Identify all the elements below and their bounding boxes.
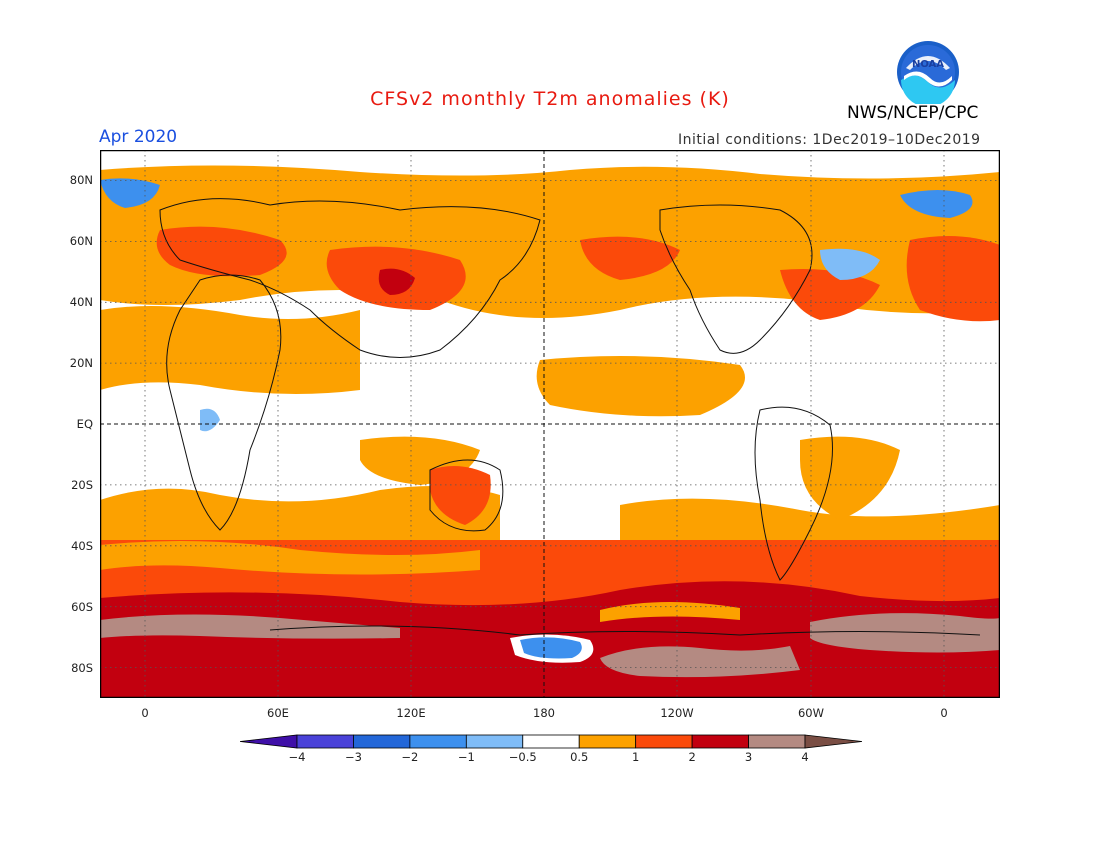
australia-red (430, 466, 491, 525)
lon-label-60e: 60E (267, 706, 289, 720)
colorbar-tick-label: −1 (458, 750, 475, 764)
lon-label-60w: 60W (797, 706, 824, 720)
north-atlantic-red (780, 269, 880, 320)
greenland-blue (900, 190, 973, 218)
atlantic-light-blue (820, 248, 880, 280)
colorbar-left-arrow (240, 734, 298, 749)
north-america-coast (659, 204, 813, 354)
colorbar-tick-label: 4 (801, 750, 808, 764)
south-pacific-orange (620, 498, 1000, 540)
lon-label-0-east: 0 (940, 706, 948, 720)
colorbar-tick-label: 0.5 (570, 750, 588, 764)
eurasia-coast (159, 198, 541, 358)
colorbar-tick-label: 3 (745, 750, 752, 764)
logo-text: NOAA (912, 59, 944, 70)
southern-orange-band-2 (100, 541, 480, 575)
colorbar-box (635, 734, 693, 749)
cold-anomaly-core (520, 637, 582, 659)
colorbar-box (409, 734, 467, 749)
africa-coast (166, 274, 282, 531)
map-title: CFSv2 monthly T2m anomalies (K) (0, 88, 1100, 110)
alaska-red (580, 236, 680, 280)
colorbar-box (353, 734, 411, 749)
south-america-orange (800, 436, 900, 520)
central-pacific-orange (536, 356, 745, 417)
anomaly-brown-1 (100, 614, 400, 639)
gridlines (100, 150, 1000, 698)
org-label: NWS/NCEP/CPC (847, 103, 979, 123)
lon-label-180: 180 (533, 706, 555, 720)
antarctica-coast (269, 625, 981, 636)
colorbar-box (465, 734, 524, 749)
anomaly-brown-2 (810, 613, 1000, 653)
europe-red (156, 226, 287, 277)
africa-light-blue (200, 408, 220, 432)
lat-label-20s: 20S (71, 478, 93, 492)
colorbar-tick-label: −3 (345, 750, 362, 764)
lat-label-60n: 60N (69, 234, 93, 248)
colorbar-right-arrow (804, 734, 862, 749)
title-text: CFSv2 monthly T2m anomalies (K) (370, 88, 730, 110)
colorbar-box (748, 734, 806, 749)
colorbar-box (691, 734, 749, 749)
lat-label-40s: 40S (71, 539, 93, 553)
colorbar-tick-label: −4 (289, 750, 306, 764)
noaa-logo-icon: NOAA (897, 41, 959, 104)
reference-lines (100, 150, 1000, 698)
africa-orange (100, 306, 360, 394)
lat-label-80n: 80N (69, 173, 93, 187)
east-asia-darkred (378, 268, 415, 295)
colorbar-box (578, 734, 637, 749)
initial-conditions-label: Initial conditions: 1Dec2019–10Dec2019 (678, 132, 981, 148)
colorbar-tick-label: −0.5 (509, 750, 537, 764)
australia-coast (429, 459, 504, 532)
colorbar-box (296, 734, 354, 749)
anomaly-brown-3 (600, 646, 800, 678)
lat-label-eq: EQ (76, 417, 93, 431)
colorbar: −4 −3 −2 −1 −0.5 0.5 1 2 3 4 (240, 734, 862, 764)
lat-label-40n: 40N (69, 295, 93, 309)
colorbar-box (522, 734, 580, 749)
lat-label-80s: 80S (71, 661, 93, 675)
map-frame (100, 150, 1000, 698)
lat-label-20n: 20N (69, 356, 93, 370)
colorbar-tick-label: −2 (401, 750, 418, 764)
south-america-coast (754, 406, 833, 581)
lat-label-60s: 60S (71, 600, 93, 614)
colorbar-tick-label: 2 (688, 750, 695, 764)
lon-label-120e: 120E (396, 706, 426, 720)
coastlines (159, 198, 981, 636)
north-africa-red (906, 236, 1000, 322)
period-label: Apr 2020 (99, 127, 178, 147)
colorbar-tick-label: 1 (632, 750, 639, 764)
lon-label-0: 0 (141, 706, 149, 720)
anomaly-map (100, 150, 1000, 698)
lon-label-120w: 120W (660, 706, 694, 720)
